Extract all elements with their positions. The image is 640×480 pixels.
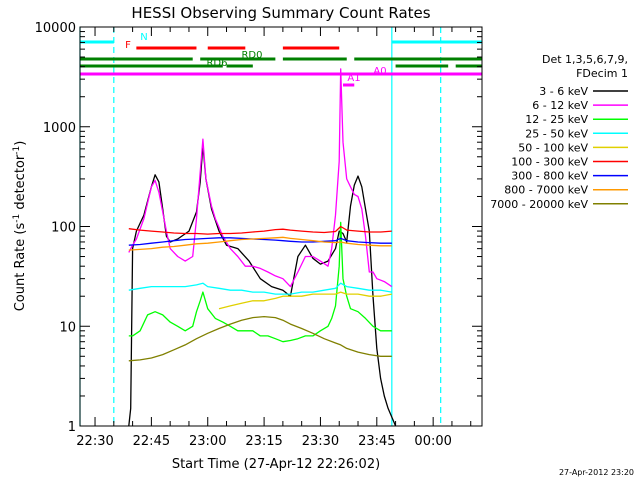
x-axis-label: Start Time (27-Apr-12 22:26:02) — [172, 457, 380, 472]
x-tick-label: 23:30 — [302, 434, 339, 449]
series-line-300-800-kev — [128, 237, 392, 246]
series-line-12-25-kev — [128, 221, 392, 343]
legend-header-line-2: FDecim 1 — [576, 67, 628, 80]
flag-label-n: N — [140, 32, 147, 43]
series-line-800-7000-kev — [128, 236, 392, 251]
series-line-6-12-kev — [128, 68, 393, 288]
y-axis-label-sup2: -1 — [12, 146, 22, 155]
legend-label-25-50-kev: 25 - 50 keV — [525, 127, 588, 140]
x-tick-label: 22:30 — [76, 434, 113, 449]
series-line-25-50-kev — [128, 282, 392, 295]
x-tick-label: 00:00 — [414, 434, 451, 449]
flag-label-f: F — [125, 40, 131, 51]
plot-content — [79, 27, 442, 427]
series-line-7000-20000-kev — [128, 315, 392, 362]
y-axis-label-main: Count Rate (s — [13, 223, 28, 312]
x-tick-label: 23:15 — [245, 434, 282, 449]
y-tick-label: 10000 — [35, 21, 76, 36]
flag-label-rd0: RD0 — [241, 50, 262, 61]
legend-label-800-7000-kev: 800 - 7000 keV — [504, 184, 588, 197]
y-axis-label-mid: detector — [13, 154, 28, 214]
y-tick-label: 100 — [51, 221, 76, 236]
y-tick-label: 1 — [68, 420, 76, 435]
flag-label-rd6: RD6 — [206, 58, 227, 69]
footer-timestamp: 27-Apr-2012 23:20 — [559, 468, 634, 477]
series-line-50-100-kev — [218, 291, 392, 310]
y-tick-label: 1000 — [43, 121, 76, 136]
flag-label-a0: A0 — [373, 66, 386, 77]
x-tick-label: 23:45 — [358, 434, 395, 449]
y-axis-label-end: ) — [13, 141, 28, 146]
flag-label-a1: A1 — [347, 73, 360, 84]
legend-header-line-1: Det 1,3,5,6,7,9, — [542, 53, 628, 66]
y-axis-label: Count Rate (s-1 detector-1) — [12, 141, 28, 312]
x-tick-label: 23:00 — [189, 434, 226, 449]
legend-label-7000-20000-kev: 7000 - 20000 keV — [490, 198, 588, 211]
y-axis-label-sup1: -1 — [12, 214, 22, 223]
y-tick-label: 10 — [59, 320, 76, 335]
legend-label-300-800-kev: 300 - 800 keV — [511, 170, 588, 183]
legend-label-6-12-kev: 6 - 12 keV — [532, 99, 588, 112]
legend-label-100-300-kev: 100 - 300 keV — [511, 156, 588, 169]
legend-label-12-25-kev: 12 - 25 keV — [525, 113, 588, 126]
x-tick-label: 22:45 — [133, 434, 170, 449]
chart-title: HESSI Observing Summary Count Rates — [131, 4, 430, 22]
axes: 22:30 22:45 23:00 23:15 23:30 23:45 00:00 1 10 10… — [35, 21, 482, 449]
flag-bars: NF RD0 RD6 A0 A1 — [80, 32, 482, 87]
series-line-3-6-kev — [128, 144, 397, 427]
legend-label-50-100-kev: 50 - 100 keV — [518, 141, 588, 154]
legend-label-3-6-kev: 3 - 6 keV — [539, 85, 588, 98]
series-line-100-300-kev — [128, 225, 392, 235]
